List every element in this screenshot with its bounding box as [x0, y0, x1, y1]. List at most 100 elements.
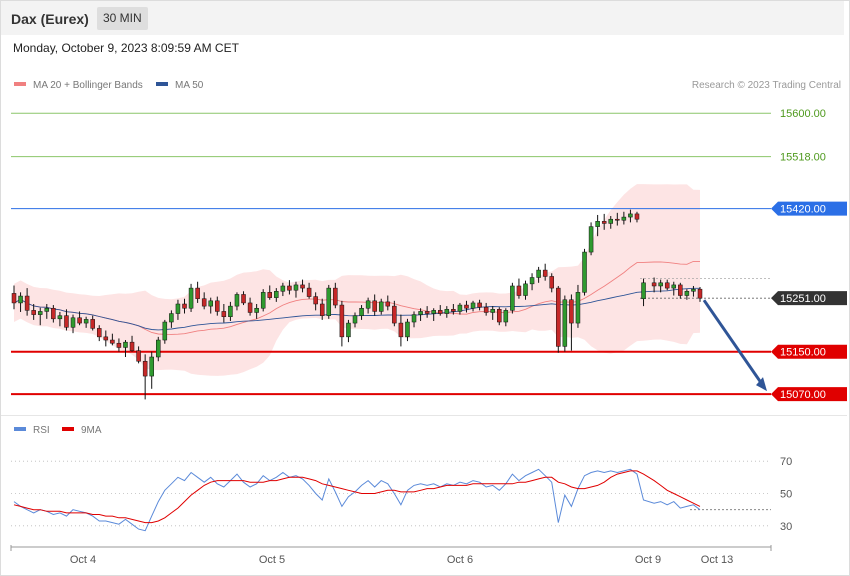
candle-body — [70, 317, 76, 328]
level-label: 15251.00 — [780, 293, 826, 305]
bollinger-band — [14, 184, 700, 376]
candle-body — [549, 276, 554, 289]
candle-body — [37, 311, 43, 315]
timestamp: Monday, October 9, 2023 8:09:59 AM CET — [13, 41, 239, 55]
legend-ma20-label: MA 20 + Bollinger Bands — [33, 80, 143, 91]
candle-body — [651, 282, 657, 287]
header-bar: Dax (Eurex) 30 MIN — [1, 1, 844, 35]
candle-body — [569, 299, 574, 324]
candle-body — [18, 295, 23, 304]
candle-body — [671, 284, 677, 289]
candle-body — [385, 301, 391, 307]
candle-body — [274, 291, 279, 298]
candle-body — [556, 287, 561, 347]
candle-body — [64, 315, 69, 328]
candle-body — [352, 315, 358, 324]
level-tag — [771, 387, 847, 402]
level-tag — [771, 291, 847, 306]
level-label: 15150.00 — [780, 347, 826, 359]
candle-body — [103, 336, 109, 341]
candle-body — [641, 282, 646, 299]
candle-body — [234, 294, 240, 307]
candle-body — [215, 300, 220, 312]
legend-rsi-label: RSI — [33, 425, 50, 436]
candle-body — [516, 285, 522, 296]
candle-body — [201, 298, 207, 307]
candle-body — [175, 303, 181, 314]
candle-body — [398, 322, 404, 338]
candle-body — [678, 284, 683, 296]
level-tag — [771, 344, 847, 359]
candle-body — [319, 303, 325, 316]
legend-ma20-swatch — [14, 82, 26, 87]
candle-body — [306, 287, 312, 297]
candle-body — [326, 287, 332, 316]
instrument-title: Dax (Eurex) — [11, 11, 89, 27]
candle-body — [684, 291, 690, 296]
candle-body — [601, 221, 607, 224]
candle-body — [658, 282, 663, 287]
candle-body — [24, 295, 30, 311]
legend-9ma-swatch — [62, 427, 74, 432]
legend-ma20: MA 20 + Bollinger Bands — [14, 80, 143, 91]
candle-body — [418, 311, 423, 315]
candle-body — [142, 360, 148, 377]
x-tick-label: Oct 9 — [635, 554, 661, 566]
candle-body — [372, 300, 377, 312]
rsi-tick-label: 70 — [780, 456, 792, 468]
candle-body — [116, 342, 122, 348]
candle-body — [260, 292, 266, 309]
x-tick-label: Oct 13 — [701, 554, 733, 566]
candle-body — [57, 315, 63, 320]
x-tick-label: Oct 4 — [70, 554, 96, 566]
candle-body — [405, 321, 410, 338]
candle-body — [490, 309, 495, 313]
candle-body — [634, 213, 640, 220]
legend-9ma: 9MA — [62, 425, 102, 436]
candle-body — [169, 313, 174, 323]
candle-body — [582, 251, 587, 293]
legend-ma50-swatch — [156, 82, 168, 87]
candle-body — [254, 307, 259, 313]
candle-body — [156, 339, 161, 358]
candle-body — [457, 304, 463, 312]
candle-body — [497, 309, 502, 323]
candle-body — [97, 328, 102, 338]
candle-body — [339, 304, 345, 338]
level-label: 15600.00 — [780, 108, 826, 120]
level-label: 15518.00 — [780, 152, 826, 164]
candle-body — [365, 300, 371, 309]
candle-body — [697, 288, 703, 299]
candle-body — [31, 310, 36, 315]
candle-body — [293, 284, 299, 291]
legend-rsi-swatch — [14, 427, 26, 432]
rsi-tick-label: 30 — [780, 521, 792, 533]
candle-body — [691, 288, 696, 292]
candle-body — [608, 218, 613, 224]
candle-body — [411, 314, 417, 323]
level-tag — [771, 201, 847, 216]
candle-body — [483, 306, 489, 313]
candle-body — [523, 283, 528, 296]
rsi-series-9ma — [13, 470, 701, 524]
candle-body — [510, 285, 515, 311]
timeframe-button[interactable]: 30 MIN — [97, 7, 148, 30]
candle-body — [378, 301, 384, 312]
x-tick-label: Oct 6 — [447, 554, 473, 566]
candle-body — [536, 269, 541, 278]
x-tick-label: Oct 5 — [259, 554, 285, 566]
candle-body — [464, 304, 469, 309]
candle-body — [44, 307, 50, 312]
candle-body — [195, 287, 200, 299]
projection-arrow-head — [756, 377, 767, 392]
projection-arrow — [702, 299, 764, 385]
candle-body — [615, 218, 620, 221]
candle-body — [621, 216, 627, 221]
legend-9ma-label: 9MA — [81, 425, 102, 436]
candle-body — [562, 299, 568, 347]
candle-body — [575, 292, 581, 324]
legend-ma50-label: MA 50 — [175, 80, 204, 91]
level-label: 15420.00 — [780, 204, 826, 216]
candle-body — [529, 277, 535, 285]
